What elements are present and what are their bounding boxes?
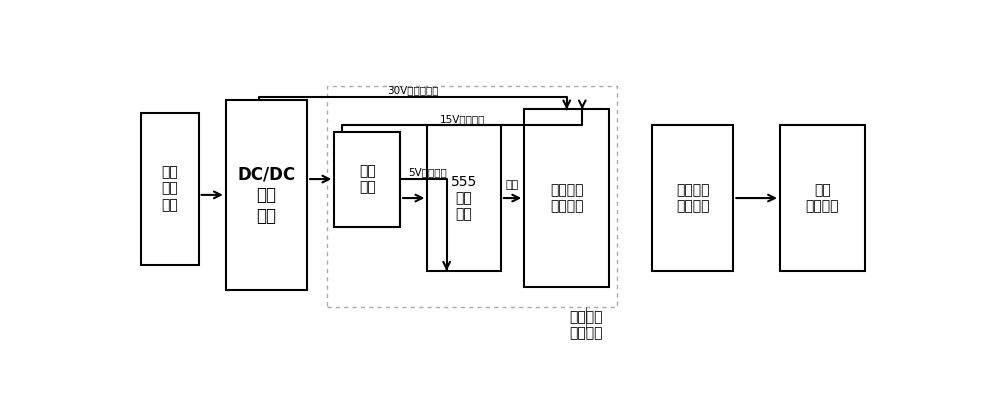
Text: 30V主回路电源: 30V主回路电源 (387, 85, 438, 95)
Text: 15V驱动电源: 15V驱动电源 (439, 114, 485, 124)
Text: 555
振荡
电路: 555 振荡 电路 (451, 175, 477, 221)
Text: 无线电能
接收装置: 无线电能 接收装置 (676, 183, 709, 213)
Bar (524, 109, 609, 287)
Bar (326, 86, 617, 307)
Text: 太阳
能电
池板: 太阳 能电 池板 (161, 165, 178, 212)
Text: 方波: 方波 (506, 180, 519, 190)
Bar (780, 125, 865, 271)
Text: 汽车
充电装置: 汽车 充电装置 (806, 183, 839, 213)
Text: 无线电能
传输电路: 无线电能 传输电路 (569, 310, 603, 340)
Text: 无线电能
发射装置: 无线电能 发射装置 (550, 183, 584, 213)
Bar (652, 125, 733, 271)
Bar (226, 100, 307, 290)
Bar (334, 132, 400, 226)
Bar (427, 125, 501, 271)
Bar (140, 113, 199, 265)
Text: DC/DC
变换
装置: DC/DC 变换 装置 (237, 165, 296, 225)
Text: 控制
电源: 控制 电源 (359, 164, 376, 194)
Text: 5V工作电源: 5V工作电源 (408, 168, 447, 178)
